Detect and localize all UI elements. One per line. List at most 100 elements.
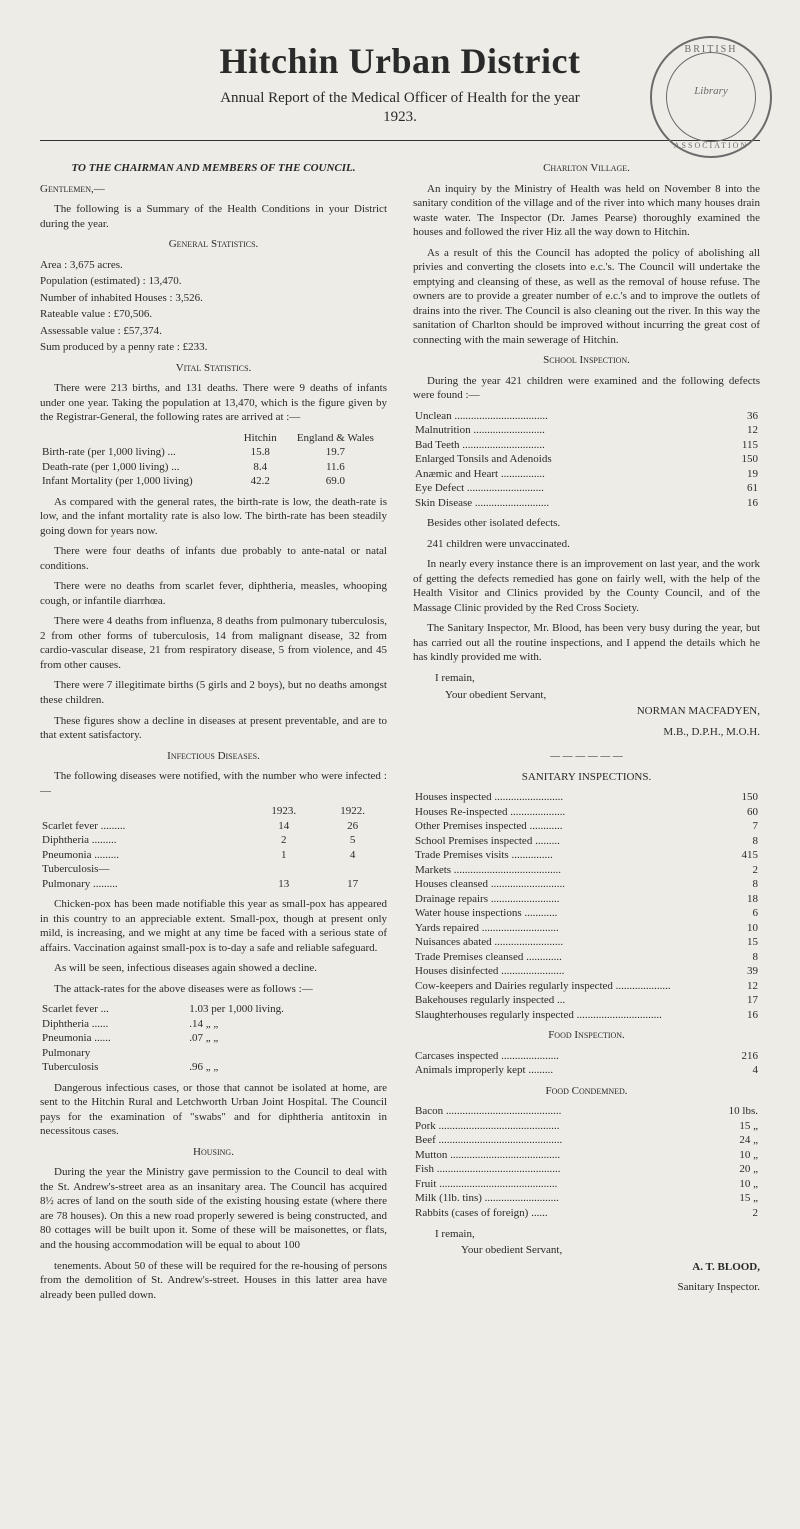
cond-row: Rabbits (cases of foreign) ...... xyxy=(413,1206,697,1221)
obedient2: Your obedient Servant, xyxy=(413,1243,760,1258)
p11: Dangerous infectious cases, or those tha… xyxy=(40,1081,387,1139)
population: Population (estimated) : 13,470. xyxy=(40,274,387,289)
seal-stamp: BRITISH Library ASSOCIATION xyxy=(650,36,772,158)
atk-row: Diphtheria ...... xyxy=(40,1017,187,1032)
charlton-heading: Charlton Village. xyxy=(413,161,760,176)
d-row: Scarlet fever ......... xyxy=(40,819,249,834)
p9: As will be seen, infectious diseases aga… xyxy=(40,961,387,976)
attack-table: Scarlet fever ...1.03 per 1,000 living. … xyxy=(40,1002,387,1075)
p4: There were 4 deaths from influenza, 8 de… xyxy=(40,614,387,672)
rates-h1: Hitchin xyxy=(237,431,284,446)
ins-row: Drainage repairs .......................… xyxy=(413,892,735,907)
cond-row: Pork ...................................… xyxy=(413,1119,697,1134)
ins-row: Houses cleansed ........................… xyxy=(413,877,735,892)
def-row: Anæmic and Heart ................ xyxy=(413,467,716,482)
p1: As compared with the general rates, the … xyxy=(40,495,387,539)
cond-row: Fish ...................................… xyxy=(413,1162,697,1177)
ins-row: Bakehouses regularly inspected ... xyxy=(413,993,735,1008)
ins-row: Houses inspected .......................… xyxy=(413,790,735,805)
cond-row: Fruit ..................................… xyxy=(413,1177,697,1192)
area: Area : 3,675 acres. xyxy=(40,258,387,273)
ins-row: Trade Premises cleansed ............. xyxy=(413,950,735,965)
ins-row: Cow-keepers and Dairies regularly inspec… xyxy=(413,979,735,994)
rateable: Rateable value : £70,506. xyxy=(40,307,387,322)
def-row: Skin Disease ........................... xyxy=(413,496,716,511)
ins-row: Houses Re-inspected .................... xyxy=(413,805,735,820)
seal-center: Library xyxy=(652,85,770,97)
general-stats-heading: General Statistics. xyxy=(40,237,387,252)
ins-row: Yards repaired .........................… xyxy=(413,921,735,936)
sig-blood: A. T. BLOOD, xyxy=(413,1260,760,1275)
infectious-heading: Infectious Diseases. xyxy=(40,749,387,764)
school-heading: School Inspection. xyxy=(413,353,760,368)
births-para: There were 213 births, and 131 deaths. T… xyxy=(40,381,387,425)
to-line: TO THE CHAIRMAN AND MEMBERS OF THE COUNC… xyxy=(40,161,387,176)
seal-bottom: ASSOCIATION xyxy=(652,141,770,150)
food-insp-heading: Food Inspection. xyxy=(413,1028,760,1043)
cond-row: Milk (1lb. tins) .......................… xyxy=(413,1191,697,1206)
d-h2: 1922. xyxy=(318,804,387,819)
r-p2: An inquiry by the Ministry of Health was… xyxy=(413,182,760,240)
p3: There were no deaths from scarlet fever,… xyxy=(40,579,387,608)
d-row: Diphtheria ......... xyxy=(40,833,249,848)
p8: Chicken-pox has been made notifiable thi… xyxy=(40,897,387,955)
ins-row: Markets ................................… xyxy=(413,863,735,878)
gentlemen: Gentlemen,— xyxy=(40,182,387,197)
p2: There were four deaths of infants due pr… xyxy=(40,544,387,573)
sanitary-heading: SANITARY INSPECTIONS. xyxy=(413,770,760,785)
p10: The attack-rates for the above diseases … xyxy=(40,982,387,997)
atk-row: Pulmonary xyxy=(40,1046,187,1061)
def-row: Malnutrition .......................... xyxy=(413,423,716,438)
housing-heading: Housing. xyxy=(40,1145,387,1160)
cond-row: Mutton .................................… xyxy=(413,1148,697,1163)
d-row: Tuberculosis— xyxy=(40,862,249,877)
p12: During the year the Ministry gave permis… xyxy=(40,1165,387,1252)
rates-table: HitchinEngland & Wales Birth-rate (per 1… xyxy=(40,431,387,489)
houses: Number of inhabited Houses : 3,526. xyxy=(40,291,387,306)
d-h1: 1923. xyxy=(249,804,318,819)
ins-row: Water house inspections ............ xyxy=(413,906,735,921)
food-cond-table: Bacon ..................................… xyxy=(413,1104,760,1220)
p5: There were 7 illegitimate births (5 girl… xyxy=(40,678,387,707)
sig-name: NORMAN MACFADYEN, xyxy=(413,704,760,719)
divider-line: — — — — — — xyxy=(413,749,760,764)
r-p4: During the year 421 children were examin… xyxy=(413,374,760,403)
page: BRITISH Library ASSOCIATION Hitchin Urba… xyxy=(0,0,800,1529)
rates-h2: England & Wales xyxy=(284,431,387,446)
food-row: Carcases inspected ..................... xyxy=(413,1049,718,1064)
cond-row: Bacon ..................................… xyxy=(413,1104,697,1119)
ins-row: Slaughterhouses regularly inspected ....… xyxy=(413,1008,735,1023)
inspections-table: Houses inspected .......................… xyxy=(413,790,760,1022)
intro: The following is a Summary of the Health… xyxy=(40,202,387,231)
cond-row: Beef ...................................… xyxy=(413,1133,697,1148)
def-row: Bad Teeth .............................. xyxy=(413,438,716,453)
ins-row: Trade Premises visits ............... xyxy=(413,848,735,863)
remain2: I remain, xyxy=(413,1227,760,1242)
defects-table: Unclean ................................… xyxy=(413,409,760,511)
body-columns: TO THE CHAIRMAN AND MEMBERS OF THE COUNC… xyxy=(40,161,760,1304)
r-p8: The Sanitary Inspector, Mr. Blood, has b… xyxy=(413,621,760,665)
r-p1: tenements. About 50 of these will be req… xyxy=(40,1259,387,1303)
r-p7: In nearly every instance there is an imp… xyxy=(413,557,760,615)
def-row: Enlarged Tonsils and Adenoids xyxy=(413,452,716,467)
sig-title: Sanitary Inspector. xyxy=(413,1280,760,1295)
atk-row: Tuberculosis xyxy=(40,1060,187,1075)
rate-row: Death-rate (per 1,000 living) ... xyxy=(40,460,237,475)
atk-row: Pneumonia ...... xyxy=(40,1031,187,1046)
food-insp-table: Carcases inspected .....................… xyxy=(413,1049,760,1078)
sig-quals: M.B., D.P.H., M.O.H. xyxy=(413,725,760,740)
food-cond-heading: Food Condemned. xyxy=(413,1084,760,1099)
r-p3: As a result of this the Council has adop… xyxy=(413,246,760,348)
disease-table: 1923.1922. Scarlet fever .........1426 D… xyxy=(40,804,387,891)
vital-heading: Vital Statistics. xyxy=(40,361,387,376)
rate-row: Birth-rate (per 1,000 living) ... xyxy=(40,445,237,460)
penny-rate: Sum produced by a penny rate : £233. xyxy=(40,340,387,355)
r-p5: Besides other isolated defects. xyxy=(413,516,760,531)
d-row: Pulmonary ......... xyxy=(40,877,249,892)
remain: I remain, xyxy=(413,671,760,686)
atk-row: Scarlet fever ... xyxy=(40,1002,187,1017)
rate-row: Infant Mortality (per 1,000 living) xyxy=(40,474,237,489)
assessable: Assessable value : £57,374. xyxy=(40,324,387,339)
def-row: Eye Defect ............................ xyxy=(413,481,716,496)
ins-row: School Premises inspected ......... xyxy=(413,834,735,849)
